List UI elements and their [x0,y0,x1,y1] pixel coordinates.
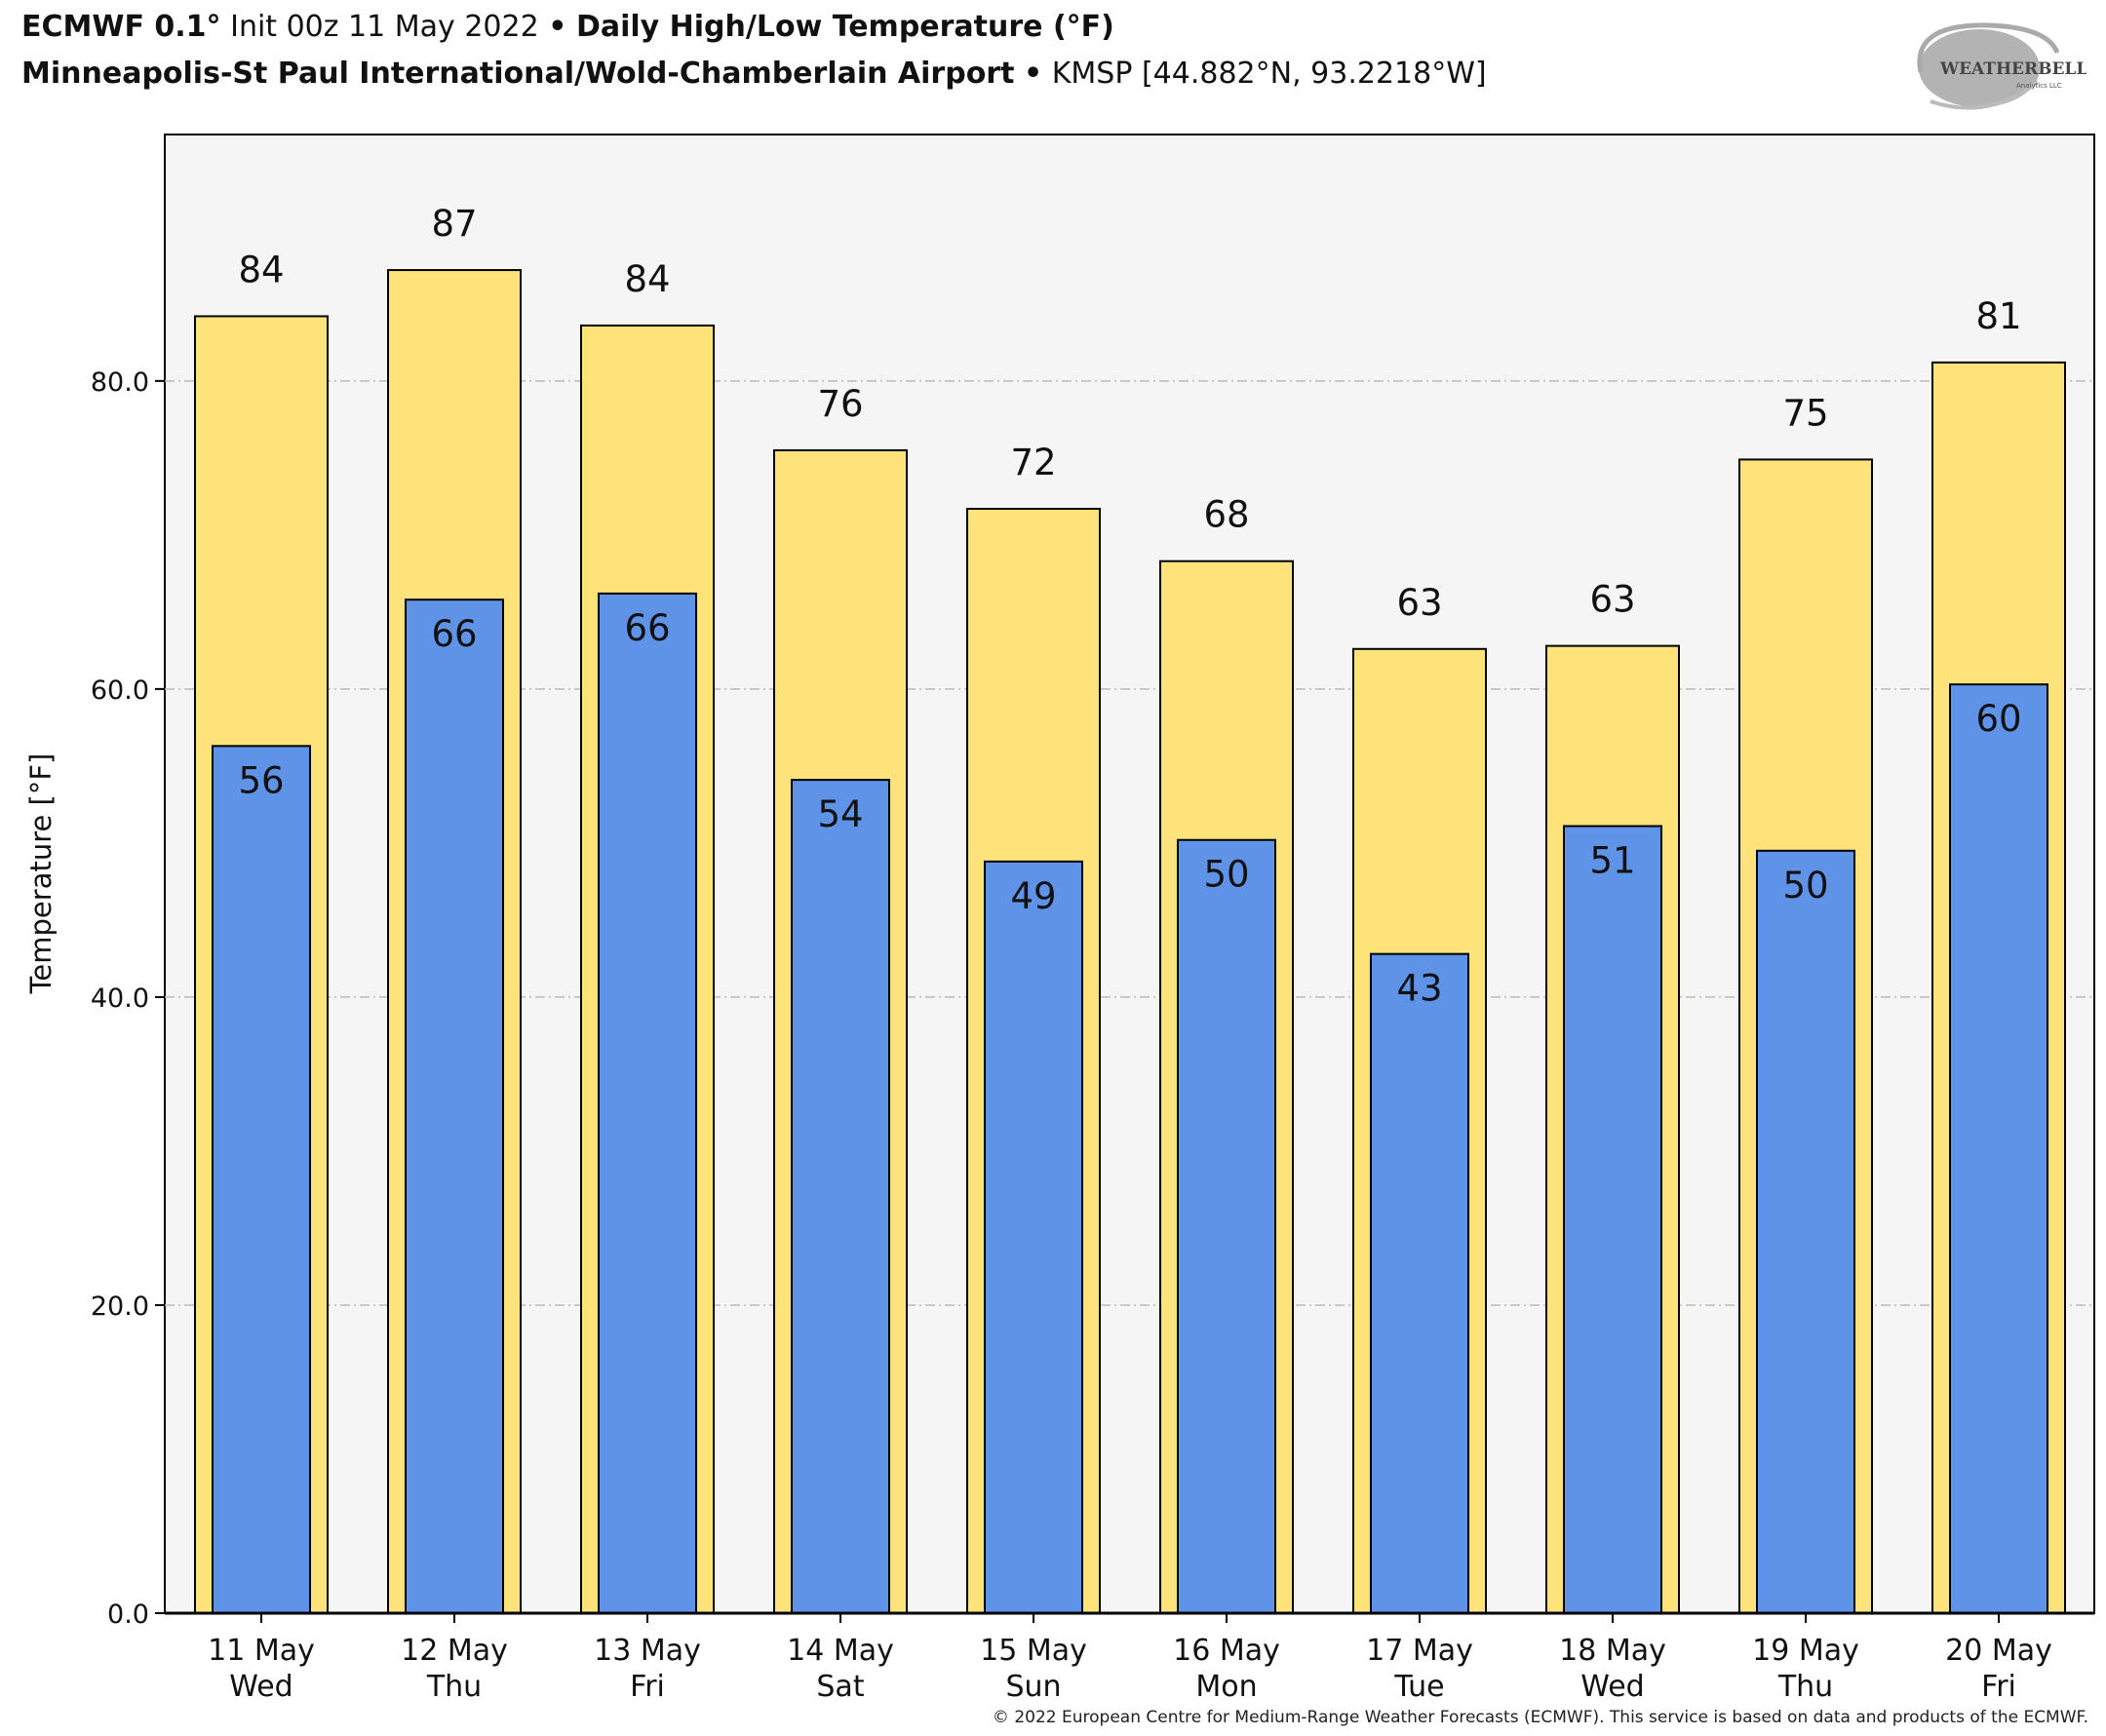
y-tick-label: 0.0 [107,1600,149,1630]
x-tick-label-date: 20 May [1945,1634,2052,1668]
low-bar [405,598,504,1614]
low-bar [1756,849,1855,1614]
chart-title-line-1: ECMWF 0.1° Init 00z 11 May 2022 • Daily … [21,10,1114,44]
x-tick-label-weekday: Fri [630,1670,665,1704]
low-label: 50 [1203,854,1249,896]
low-label: 66 [624,607,670,649]
low-label: 54 [817,793,863,835]
x-tick-label-weekday: Sun [1005,1670,1061,1704]
high-label: 81 [1975,295,2021,337]
x-tick-label-date: 19 May [1752,1634,1859,1668]
low-label: 66 [431,613,477,655]
y-axis-label: Temperature [°F] [24,753,58,995]
x-tick-label-weekday: Thu [1777,1670,1833,1704]
model-name: ECMWF 0.1° [21,10,221,44]
x-tick-label-date: 16 May [1173,1634,1280,1668]
x-tick-label-date: 14 May [787,1634,894,1668]
x-tick-label-weekday: Sat [816,1670,864,1704]
separator: • [1024,57,1043,91]
y-tick-label: 80.0 [91,367,149,398]
copyright: © 2022 European Centre for Medium-Range … [992,1708,2088,1727]
high-label: 63 [1396,582,1442,624]
x-tick-label-weekday: Mon [1195,1670,1257,1704]
x-tick-label-weekday: Wed [1580,1670,1644,1704]
separator: • [548,10,567,44]
x-tick-label-date: 13 May [594,1634,701,1668]
x-tick-label-date: 11 May [208,1634,315,1668]
low-bar [1563,825,1662,1614]
low-bar [1370,952,1469,1614]
low-bar [984,860,1083,1614]
svg-text:WEATHERBELL: WEATHERBELL [1939,59,2086,79]
high-label: 63 [1589,579,1635,621]
x-tick-label-date: 17 May [1366,1634,1473,1668]
high-label: 87 [431,203,477,245]
x-tick-label-date: 15 May [980,1634,1087,1668]
x-tick-label-weekday: Wed [229,1670,292,1704]
low-bar [598,592,697,1614]
high-label: 72 [1010,442,1056,483]
low-label: 56 [238,759,284,801]
low-label: 49 [1010,875,1056,917]
x-tick-label-date: 18 May [1559,1634,1666,1668]
low-bar [1949,683,2048,1614]
low-bar [1177,838,1276,1614]
chart-title-line-2: Minneapolis-St Paul International/Wold-C… [21,57,1487,91]
low-bar [791,779,890,1614]
high-label: 84 [238,249,284,290]
x-tick-label-weekday: Fri [1981,1670,2016,1704]
weatherbell-logo: WEATHERBELL Analytics LLC [1917,22,2086,110]
x-tick-label-weekday: Thu [426,1670,482,1704]
y-tick-label: 40.0 [91,984,149,1014]
x-tick-label-date: 12 May [401,1634,508,1668]
high-label: 68 [1203,494,1249,536]
y-tick-label: 60.0 [91,675,149,706]
high-label: 75 [1782,392,1828,434]
init-time: Init 00z 11 May 2022 [230,10,539,44]
low-label: 51 [1589,840,1635,882]
low-label: 50 [1782,865,1828,907]
low-label: 43 [1396,968,1442,1010]
y-tick-label: 20.0 [91,1292,149,1322]
high-label: 76 [817,383,863,425]
station-id: KMSP [44.882°N, 93.2218°W] [1051,57,1487,91]
low-bar [212,745,311,1614]
station-name: Minneapolis-St Paul International/Wold-C… [21,57,1015,91]
x-tick-label-weekday: Tue [1393,1670,1444,1704]
svg-text:Analytics LLC: Analytics LLC [2016,82,2062,90]
high-label: 84 [624,258,670,300]
product-name: Daily High/Low Temperature (°F) [575,10,1114,44]
low-label: 60 [1975,698,2021,740]
